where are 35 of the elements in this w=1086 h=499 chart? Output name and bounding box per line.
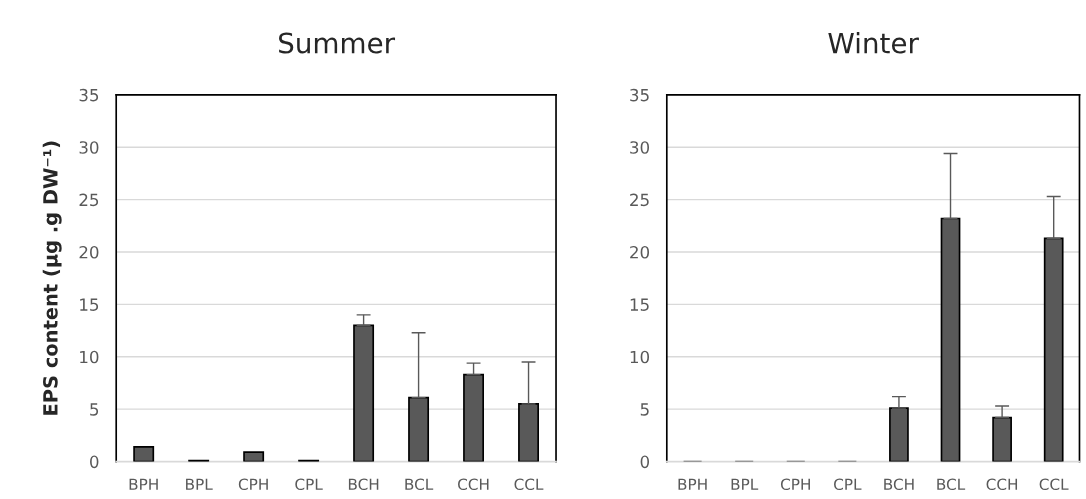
y-tick-label: 20 bbox=[79, 245, 99, 259]
x-tick-label: CCH bbox=[458, 478, 489, 491]
x-tick-label: CCL bbox=[1039, 478, 1069, 491]
x-tick-label: CPH bbox=[238, 478, 268, 491]
y-tick-label: 15 bbox=[630, 298, 649, 311]
y-tick-label: 25 bbox=[79, 193, 99, 207]
y-tick-label: 15 bbox=[80, 298, 99, 311]
x-tick-label: BPH bbox=[129, 478, 158, 490]
y-tick-label: 35 bbox=[79, 88, 99, 102]
x-tick-label: CPL bbox=[295, 478, 323, 491]
y-tick-label: 25 bbox=[630, 193, 649, 207]
y-tick-label: 30 bbox=[79, 141, 99, 154]
x-tick-label: CPH bbox=[780, 478, 810, 491]
x-tick-label: BCH bbox=[884, 478, 914, 491]
x-tick-label: BCL bbox=[937, 478, 966, 491]
x-tick-label: BCH bbox=[348, 478, 379, 491]
chart-title: Winter bbox=[828, 32, 919, 54]
x-tick-label: BPL bbox=[731, 478, 759, 490]
y-tick-label: 5 bbox=[640, 403, 649, 416]
x-tick-label: BPL bbox=[186, 478, 213, 490]
chart-title: Summer bbox=[279, 32, 396, 54]
y-tick-label: 10 bbox=[80, 350, 99, 364]
y-tick-label: 5 bbox=[90, 403, 99, 416]
y-tick-label: 0 bbox=[90, 455, 99, 469]
x-tick-label: CPL bbox=[834, 478, 862, 491]
y-tick-label: 35 bbox=[630, 88, 649, 102]
x-tick-label: CCH bbox=[986, 478, 1018, 491]
y-tick-label: 0 bbox=[640, 455, 650, 469]
x-tick-label: BCL bbox=[405, 478, 434, 491]
y-tick-label: 20 bbox=[630, 245, 650, 259]
y-tick-label: 10 bbox=[630, 350, 650, 364]
y-axis-title: EPS content (µg .g DW⁻¹) bbox=[42, 141, 62, 415]
y-tick-label: 30 bbox=[630, 141, 650, 154]
x-tick-label: CCL bbox=[514, 478, 544, 491]
x-tick-label: BPH bbox=[678, 478, 707, 490]
